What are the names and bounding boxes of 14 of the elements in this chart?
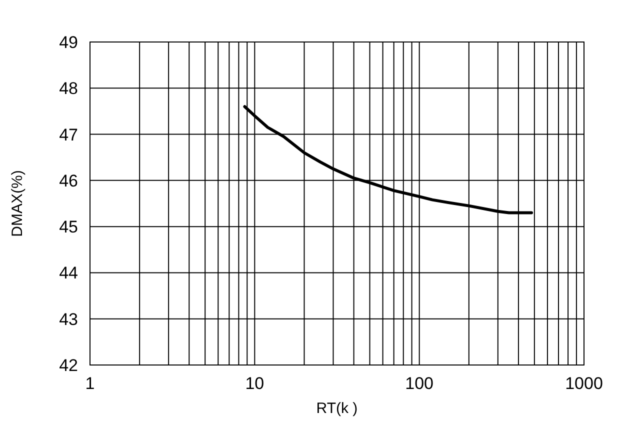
y-tick-label: 45 — [59, 218, 78, 237]
x-axis-title: RT(k ) — [316, 400, 358, 417]
y-axis-title: DMAX(%) — [9, 170, 26, 237]
y-tick-label: 47 — [59, 125, 78, 144]
x-tick-label: 10 — [245, 374, 264, 393]
x-tick-label: 1000 — [565, 374, 603, 393]
y-tick-label: 49 — [59, 33, 78, 52]
y-tick-label: 44 — [59, 264, 78, 283]
x-tick-label: 100 — [405, 374, 434, 393]
y-tick-label: 46 — [59, 171, 78, 190]
y-tick-label: 48 — [59, 79, 78, 98]
x-tick-label: 1 — [85, 374, 95, 393]
y-tick-label: 43 — [59, 310, 78, 329]
y-tick-label: 42 — [59, 356, 78, 375]
